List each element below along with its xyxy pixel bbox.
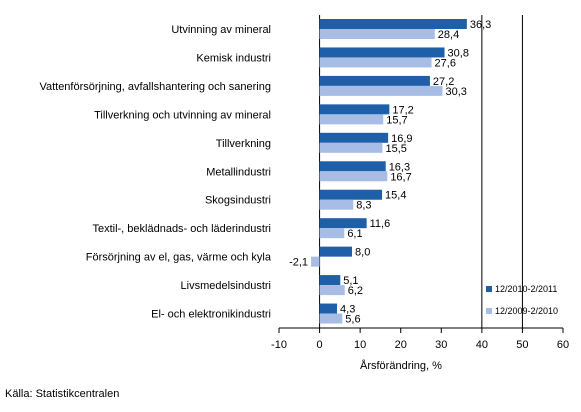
bar xyxy=(319,199,354,210)
data-label: 16,3 xyxy=(389,161,410,173)
category-label: Skogsindustri xyxy=(205,195,271,207)
data-label: 16,9 xyxy=(391,133,412,145)
category-labels: Utvinning av mineral Kemisk industri Vatte… xyxy=(39,24,271,321)
category-label: Livsmedelsindustri xyxy=(181,280,271,292)
bar xyxy=(319,19,467,29)
bar xyxy=(319,285,345,296)
bar xyxy=(319,85,443,96)
category-label: Vattenförsörjning, avfallshantering och … xyxy=(39,81,271,93)
legend: 12/2010-2/2011 12/2009-2/2010 xyxy=(486,284,558,316)
bar xyxy=(319,171,388,182)
tick-label: -10 xyxy=(271,339,287,351)
bar xyxy=(319,104,390,115)
data-label: 8,3 xyxy=(356,200,371,212)
category-label: Metallindustri xyxy=(206,166,271,178)
bar xyxy=(319,303,338,314)
data-label: 17,2 xyxy=(392,104,413,116)
bar xyxy=(319,161,386,172)
bar xyxy=(319,132,389,143)
data-label: 16,7 xyxy=(390,171,411,183)
bar xyxy=(319,246,353,257)
bar xyxy=(319,313,343,324)
data-label: 11,6 xyxy=(370,218,391,230)
bars xyxy=(311,19,467,324)
data-label: 27,6 xyxy=(435,57,456,69)
bar xyxy=(319,189,383,200)
data-label: 27,2 xyxy=(433,76,454,88)
category-label: Textil-, beklädnads- och läderindustri xyxy=(92,223,271,235)
data-label: 8,0 xyxy=(355,247,370,259)
bar xyxy=(319,29,435,39)
data-label: 4,3 xyxy=(340,304,355,316)
bar xyxy=(319,75,430,86)
bar xyxy=(319,228,345,239)
tick-label: 50 xyxy=(516,339,528,351)
data-label: -2,1 xyxy=(289,257,308,269)
category-label: Kemisk industri xyxy=(196,52,271,64)
tick-label: 0 xyxy=(317,339,323,351)
value-labels: 36,3 28,4 30,827,6 27,230,3 17,215,7 16,915,5… xyxy=(289,19,491,326)
legend-swatch xyxy=(486,308,492,314)
x-axis-title: Årsförändring, % xyxy=(360,359,442,372)
data-label: 30,3 xyxy=(446,86,467,98)
category-label: Försörjning av el, gas, värme och kyla xyxy=(86,252,272,264)
data-label: 15,5 xyxy=(385,143,406,155)
bar xyxy=(319,57,432,68)
legend-swatch xyxy=(486,286,492,292)
bar xyxy=(319,47,445,58)
category-label: Utvinning av mineral xyxy=(171,24,271,36)
tick-label: 10 xyxy=(354,339,366,351)
x-axis: -10 0 10 20 30 40 50 60 xyxy=(271,327,569,351)
legend-label: 12/2010-2/2011 xyxy=(495,284,557,294)
bar xyxy=(319,114,384,125)
category-label: Tillverkning och utvinning av mineral xyxy=(94,109,271,121)
legend-label: 12/2009-2/2010 xyxy=(495,306,558,316)
tick-label: 20 xyxy=(395,339,407,351)
category-label: El- och elektronikindustri xyxy=(151,309,271,321)
tick-label: 60 xyxy=(557,339,569,351)
tick-label: 30 xyxy=(435,339,447,351)
source-note: Källa: Statistikcentralen xyxy=(5,388,120,400)
category-label: Tillverkning xyxy=(216,138,271,150)
data-label: 30,8 xyxy=(448,47,469,59)
data-label: 6,2 xyxy=(348,285,363,297)
data-label: 5,6 xyxy=(345,314,360,326)
bar xyxy=(319,275,341,286)
data-label: 28,4 xyxy=(438,29,459,41)
data-label: 36,3 xyxy=(470,19,491,31)
data-label: 15,7 xyxy=(386,114,407,126)
data-label: 6,1 xyxy=(347,228,362,240)
bar xyxy=(319,142,383,153)
data-label: 15,4 xyxy=(385,190,406,202)
bar xyxy=(319,218,367,229)
data-label: 5,1 xyxy=(343,275,358,287)
tick-label: 40 xyxy=(476,339,488,351)
bar xyxy=(311,256,320,267)
